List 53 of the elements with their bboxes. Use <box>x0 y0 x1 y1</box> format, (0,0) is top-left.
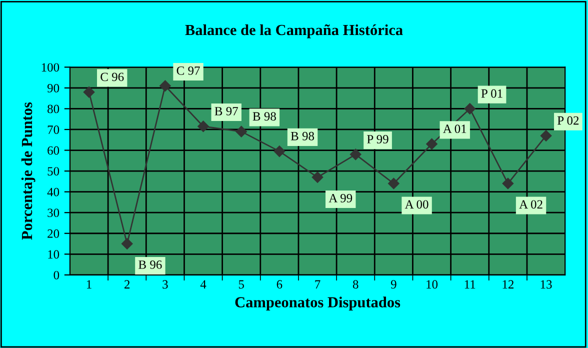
y-tick-label: 90 <box>47 84 60 92</box>
x-tick-label: 9 <box>390 280 396 289</box>
y-tick-label: 100 <box>42 63 60 72</box>
point <box>388 178 400 190</box>
annotation: A 99 <box>328 194 352 202</box>
point <box>312 172 324 183</box>
x-tick-label: 10 <box>426 280 438 289</box>
point <box>121 238 133 250</box>
x-axis-title: Campeonatos Disputados <box>235 296 400 311</box>
annotation: C 97 <box>176 66 200 75</box>
annotation: A 00 <box>404 200 428 209</box>
chart-title: Balance de la Campaña Histórica <box>185 24 403 38</box>
annotation: P 01 <box>481 89 502 98</box>
point <box>464 103 476 114</box>
y-tick-label: 40 <box>47 188 60 196</box>
x-tick-label: 11 <box>464 280 476 288</box>
y-tick-label: 70 <box>48 126 60 134</box>
point <box>350 148 362 160</box>
annotation: B 97 <box>214 106 238 116</box>
x-tick-label: 7 <box>315 280 320 288</box>
x-tick-label: 8 <box>352 280 358 289</box>
annotation: B 98 <box>252 112 276 121</box>
y-tick-label: 60 <box>48 146 60 155</box>
point <box>236 126 247 138</box>
point <box>160 80 171 92</box>
point <box>83 86 95 98</box>
annotation: P 02 <box>557 116 579 125</box>
annotation: A 02 <box>519 200 542 209</box>
y-tick-label: 80 <box>48 104 60 114</box>
point <box>502 178 514 190</box>
point <box>540 130 552 142</box>
point <box>426 138 438 150</box>
annotation: B 98 <box>290 132 314 140</box>
annotation: B 96 <box>138 260 162 269</box>
y-tick-label: 30 <box>48 208 60 218</box>
x-tick-label: 2 <box>124 280 130 288</box>
x-tick-label: 13 <box>540 280 552 289</box>
x-tick-label: 3 <box>162 280 168 289</box>
x-tick-label: 4 <box>200 280 206 288</box>
x-tick-label: 6 <box>276 280 282 289</box>
x-tick-label: 1 <box>86 280 92 288</box>
y-tick-label: 50 <box>48 167 60 176</box>
y-tick-label: 20 <box>48 229 60 238</box>
point <box>198 120 209 132</box>
annotation: P 99 <box>367 135 388 144</box>
x-tick-label: 5 <box>238 280 244 289</box>
y-tick-label: 10 <box>48 250 60 259</box>
y-tick-label: 0 <box>54 270 60 280</box>
annotation: C 96 <box>100 72 124 82</box>
x-tick-label: 12 <box>502 280 514 288</box>
y-axis-title: Porcentaje de Puntos <box>21 102 36 240</box>
point <box>274 146 286 157</box>
annotation: A 01 <box>443 124 466 134</box>
